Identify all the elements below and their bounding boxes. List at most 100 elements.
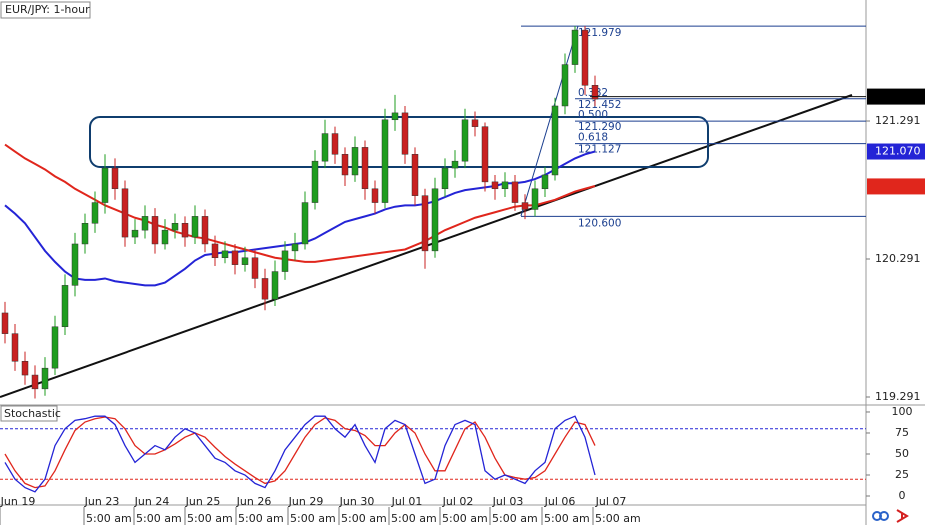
fib-ratio: 0.500 [578,109,608,121]
candle-body [211,243,219,259]
candle-body [31,374,39,390]
date-label: Jul 03 [492,495,524,508]
candle-body [11,333,19,362]
candle-body [341,154,349,176]
time-label: 5:00 am [238,512,284,525]
fib-label: 120.600 [578,217,621,229]
date-label: Jul 06 [544,495,576,508]
candle-body [141,216,149,231]
time-label: 5:00 am [492,512,538,525]
candle-body [431,188,439,252]
stoch-tick-label: 25 [895,468,909,481]
candle-body [551,105,559,176]
candle-body [571,29,579,65]
fib-label: 121.979 [578,27,621,39]
candle-body [451,160,459,169]
stoch-tick-label: 100 [892,405,913,418]
candle-body [581,29,589,86]
candle-body [531,188,539,210]
candle-body [241,257,249,265]
candle-body [61,285,69,328]
candle-body [321,133,329,162]
candle-body [171,223,179,231]
time-label: 5:00 am [544,512,590,525]
y-tick-label: 120.291 [875,252,921,265]
candle-body [201,216,209,245]
price-tag-label: 121.070 [875,145,921,158]
candle-body [301,202,309,245]
candle-body [271,271,279,300]
candle-body [541,174,549,190]
candle-body [391,112,399,121]
indicator-box [0,405,58,422]
candle-body [221,250,229,259]
link-icon-2 [879,511,889,521]
candle-body [401,112,409,155]
y-tick-label: 121.291 [875,114,921,127]
candle-body [251,257,259,279]
candle-body [181,223,189,238]
candle-body [231,250,239,265]
candle-body [421,195,429,252]
candle-body [521,202,529,210]
candle-body [351,147,359,176]
fib-ratio: 0.618 [578,132,608,144]
time-label: 5:00 am [442,512,488,525]
time-label: 5:00 am [341,512,387,525]
date-label: Jun 23 [84,495,120,508]
fib-price: 121.452 [578,99,621,111]
price-tag [867,178,925,195]
candle-body [1,312,9,334]
time-label: 5:00 am [86,512,132,525]
candle-body [121,188,129,238]
candle-body [441,167,449,190]
arrow-icon[interactable] [896,509,909,523]
stoch-tick-label: 0 [899,489,906,502]
candle-body [161,229,169,245]
time-label: 5:00 am [290,512,336,525]
candle-body [91,202,99,224]
candle-body [311,160,319,203]
date-label: Jul 07 [595,495,627,508]
date-label: Jun 24 [134,495,170,508]
fib-price: 121.290 [578,121,621,133]
date-label: Jun 25 [185,495,221,508]
y-tick-label: 119.291 [875,390,921,403]
date-label: Jun 19 [0,495,35,508]
time-label: 5:00 am [391,512,437,525]
time-label: 5:00 am [136,512,182,525]
candle-body [261,278,269,300]
date-label: Jun 26 [236,495,272,508]
candle-body [131,229,139,238]
stoch-tick-label: 75 [895,426,909,439]
moving-average [4,143,596,263]
title-box [0,1,91,19]
candle-body [81,223,89,245]
candle-body [281,250,289,272]
candle-body [461,119,469,162]
candle-body [51,326,59,369]
stoch-tick-label: 50 [895,447,909,460]
fib-diagonal [520,25,579,217]
candle-body [101,167,109,203]
candle-body [501,181,509,190]
time-label: 5:00 am [187,512,233,525]
candle-body [371,188,379,203]
chart-title: EUR/JPY: 1-hour [5,3,90,16]
candle-body [481,126,489,183]
candle-body [491,181,499,190]
stoch-d [4,416,596,489]
candle-body [71,243,79,286]
candle-body [291,243,299,252]
candle-body [381,119,389,203]
candle-body [111,167,119,190]
candle-body [591,85,599,100]
candle-body [361,147,369,190]
date-label: Jun 29 [288,495,324,508]
candle-body [191,216,199,238]
chart-layer: 121.291120.291119.291121.979120.6000.382… [0,25,925,525]
indicator-title: Stochastic [4,407,61,420]
